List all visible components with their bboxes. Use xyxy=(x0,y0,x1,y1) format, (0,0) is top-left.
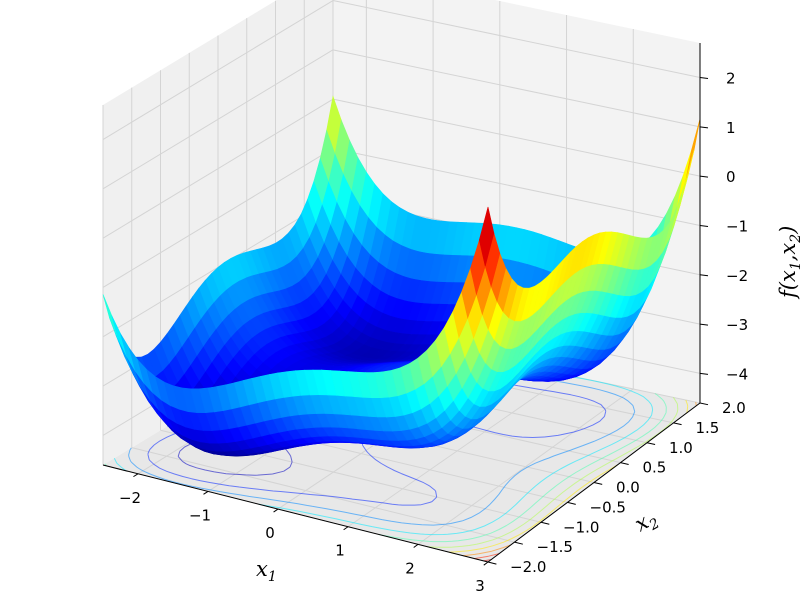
x-tick-label: 1 xyxy=(335,542,345,560)
x-tick-mark xyxy=(413,543,419,548)
z-tick-mark xyxy=(699,77,709,80)
x-tick-mark xyxy=(133,473,139,478)
x-tick-label: 2 xyxy=(405,559,415,577)
y-tick-label: 2.0 xyxy=(722,399,746,417)
y-tick-label: 0.5 xyxy=(643,459,667,477)
z-tick-mark xyxy=(699,224,709,227)
y-tick-label: −2.0 xyxy=(510,558,546,576)
z-tick-label: −2 xyxy=(726,267,748,285)
z-tick-label: 2 xyxy=(726,70,736,88)
y-tick-mark xyxy=(699,402,709,406)
x-tick-mark xyxy=(203,491,209,495)
z-tick-mark xyxy=(699,372,709,375)
y-tick-label: −1.0 xyxy=(563,518,599,536)
x-axis-ticks: −2 −1 0 1 2 3 xyxy=(119,473,489,595)
y-tick-label: 0.0 xyxy=(616,479,640,497)
x-tick-label: 0 xyxy=(265,524,275,542)
z-tick-label: −1 xyxy=(726,217,748,235)
x-axis-label: x1 xyxy=(256,557,277,585)
grid-line xyxy=(332,49,701,128)
y-tick-mark xyxy=(567,501,576,505)
y-tick-label: −1.5 xyxy=(537,538,573,556)
y-tick-mark xyxy=(620,462,629,465)
contour-line xyxy=(463,402,697,557)
grid-line xyxy=(332,98,701,177)
grid-line xyxy=(332,0,701,79)
x-tick-label: 3 xyxy=(475,577,485,595)
grid-line xyxy=(102,98,334,239)
y-tick-mark xyxy=(593,482,603,485)
y-tick-label: 1.5 xyxy=(696,419,720,437)
z-tick-label: −4 xyxy=(726,365,748,383)
z-tick-mark xyxy=(699,175,709,178)
grid-line xyxy=(102,148,334,288)
x-tick-mark xyxy=(483,561,489,566)
z-tick-mark xyxy=(699,126,709,129)
grid-line xyxy=(102,0,334,140)
y-tick-mark xyxy=(514,541,523,545)
grid-line xyxy=(131,447,515,543)
y-tick-mark xyxy=(540,521,550,525)
y-tick-mark xyxy=(487,561,497,565)
contour-line xyxy=(483,559,492,562)
x-tick-label: −1 xyxy=(189,506,211,524)
z-axis-label: f(x1,x2) xyxy=(776,226,800,300)
surface-mesh xyxy=(102,95,701,457)
y-axis-ticks: −2.0 −1.5 −1.0 −0.50.00.51.01.52.0 xyxy=(487,399,746,576)
z-tick-mark xyxy=(699,323,709,326)
x-tick-mark xyxy=(273,508,279,513)
surface-face xyxy=(478,206,495,267)
z-axis-ticks: −4 −3 −2 −1 0 1 2 xyxy=(699,70,748,383)
x-tick-label: −2 xyxy=(119,489,141,507)
y-tick-label: 1.0 xyxy=(669,439,693,457)
x-tick-mark xyxy=(343,526,349,531)
y-axis-label: x2 xyxy=(631,505,663,540)
y-tick-label: −0.5 xyxy=(590,498,626,516)
z-tick-label: −3 xyxy=(726,316,748,334)
y-tick-mark xyxy=(673,422,682,426)
z-tick-label: 1 xyxy=(726,119,736,137)
y-tick-mark xyxy=(646,442,656,446)
grid-line xyxy=(102,49,334,190)
z-tick-mark xyxy=(699,274,709,277)
grid-line xyxy=(332,147,701,226)
z-tick-label: 0 xyxy=(726,168,736,186)
x-axis-line xyxy=(102,464,489,563)
